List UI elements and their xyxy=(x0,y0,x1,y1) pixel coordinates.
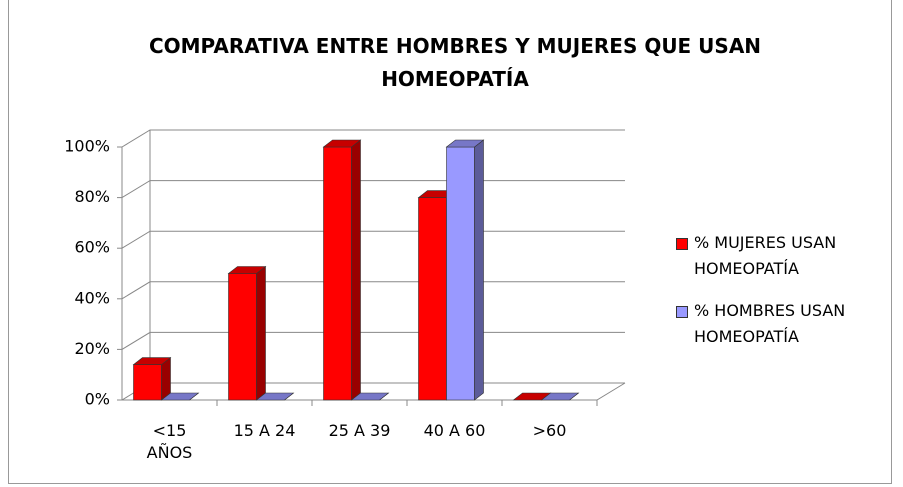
bar xyxy=(540,392,580,401)
bar-top xyxy=(160,392,200,401)
bar-front xyxy=(418,197,447,401)
bar xyxy=(132,356,172,401)
y-tick-label: 100% xyxy=(64,137,110,156)
bar-side xyxy=(161,356,171,401)
y-tick-label: 40% xyxy=(74,288,110,307)
legend-label: % HOMBRES USAN HOMEOPATÍA xyxy=(694,301,846,346)
x-tick-label: 25 A 39 xyxy=(328,421,391,440)
legend-label: % MUJERES USAN HOMEOPATÍA xyxy=(694,233,837,278)
x-tick-label: >60 xyxy=(532,421,567,440)
chart-title: COMPARATIVA ENTRE HOMBRES Y MUJERES QUE … xyxy=(148,34,762,91)
bar-front xyxy=(323,146,352,401)
grid-line xyxy=(121,331,625,350)
y-tick-label: 20% xyxy=(74,339,110,358)
bar-front xyxy=(446,146,475,401)
grid-line xyxy=(121,281,625,300)
bar xyxy=(445,139,485,401)
x-tick-label: 15 A 24 xyxy=(233,421,296,440)
bar-side xyxy=(474,139,484,401)
bar-top xyxy=(445,139,485,148)
y-tick-label: 60% xyxy=(74,238,110,257)
bar-top xyxy=(132,357,172,365)
bar-side xyxy=(256,265,266,401)
x-tick-label: 40 A 60 xyxy=(423,421,486,440)
bar xyxy=(227,265,267,401)
bar-front xyxy=(133,364,162,401)
bar xyxy=(255,392,295,401)
bar xyxy=(322,139,362,401)
bar-top xyxy=(322,139,362,148)
bar-top xyxy=(255,392,295,401)
legend-item: % HOMBRES USAN HOMEOPATÍA xyxy=(676,298,876,350)
bar-top xyxy=(227,266,267,274)
grid-line xyxy=(121,230,625,249)
bar-front xyxy=(228,273,257,401)
bar-top xyxy=(540,392,580,401)
y-tick-label: 80% xyxy=(74,187,110,206)
bar-top xyxy=(350,392,390,401)
legend-swatch xyxy=(676,306,688,318)
bar-side xyxy=(351,139,361,401)
y-tick-label: 0% xyxy=(85,390,110,409)
chart-frame xyxy=(8,0,892,484)
bar xyxy=(160,392,200,401)
x-tick-label: <15 AÑOS xyxy=(146,421,193,462)
grid-line xyxy=(121,180,625,199)
legend-item: % MUJERES USAN HOMEOPATÍA xyxy=(676,230,876,282)
bar xyxy=(350,392,390,401)
legend-swatch xyxy=(676,238,688,250)
grid-line xyxy=(121,129,625,148)
